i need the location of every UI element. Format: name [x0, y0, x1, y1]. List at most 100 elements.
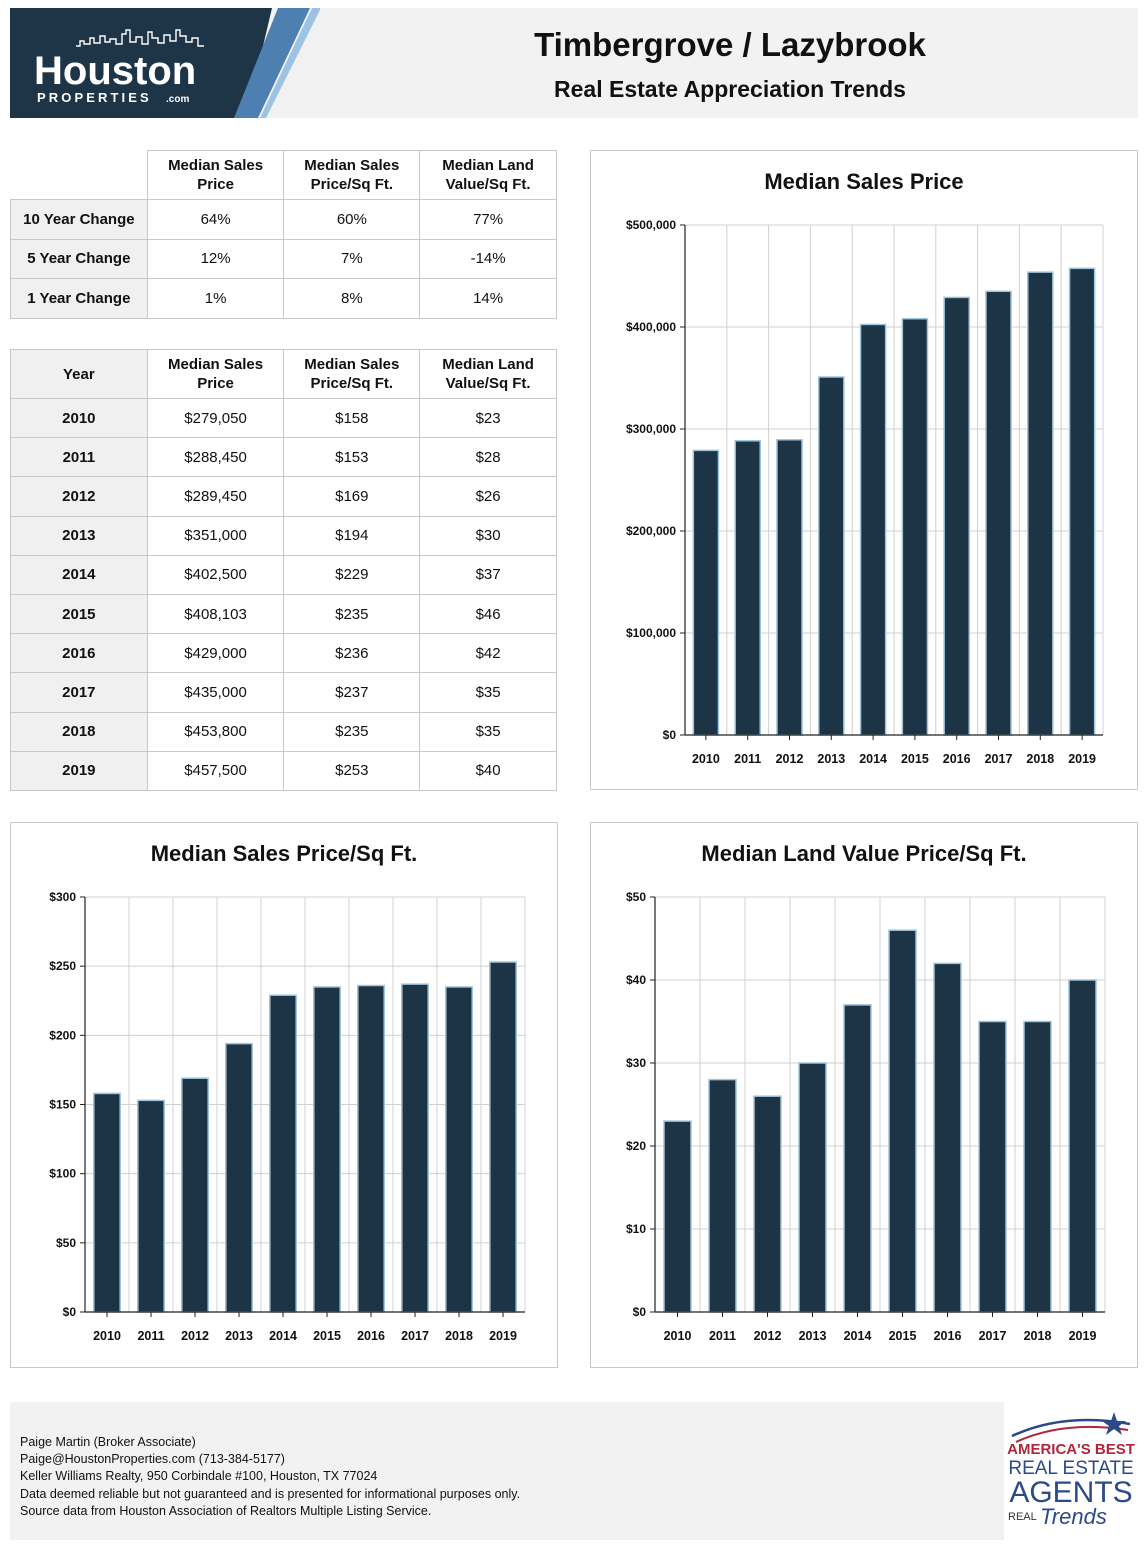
x-tick-label: 2011 [734, 752, 761, 766]
table-cell: 64% [146, 199, 285, 240]
x-tick-label: 2017 [401, 1329, 429, 1343]
americas-best-agents-logo: AMERICA'S BEST REAL ESTATE AGENTS REAL T… [1004, 1402, 1138, 1540]
table-row: 10 Year Change 64% 60% 77% [10, 199, 557, 240]
x-tick-label: 2018 [445, 1329, 473, 1343]
x-tick-label: 2013 [225, 1329, 253, 1343]
median-price-sqft-plot: $0 $50 $100 $150 $200 $250 $300 2010 2011 2012 201… [49, 890, 526, 1343]
bar-2017 [985, 290, 1012, 736]
bar-2014 [269, 994, 297, 1313]
table-row: 2013 $351,000 $194 $30 [10, 515, 557, 556]
year-table: Year Median Sales Price Median Sales Pri… [10, 349, 557, 791]
bar-2010 [93, 1092, 121, 1313]
table-cell: $37 [419, 554, 557, 595]
x-tick-label: 2012 [754, 1329, 782, 1343]
row-year: 2012 [10, 476, 148, 517]
page-subtitle: Real Estate Appreciation Trends [554, 76, 906, 102]
row-year: 2018 [10, 711, 148, 752]
logo-properties-text: PROPERTIES [37, 90, 152, 105]
chart-title: Median Sales Price/Sq Ft. [150, 841, 418, 866]
x-tick-label: 2017 [985, 752, 1013, 766]
x-tick-label: 2015 [313, 1329, 341, 1343]
x-tick-label: 2018 [1026, 752, 1054, 766]
table-cell: $42 [419, 633, 557, 674]
x-tick-label: 2011 [137, 1329, 164, 1343]
bar-2015 [888, 929, 917, 1313]
x-tick-label: 2011 [709, 1329, 736, 1343]
y-tick-label: $10 [626, 1222, 646, 1236]
bar-2014 [843, 1004, 872, 1313]
y-tick-label: $50 [56, 1236, 76, 1250]
bar-2015 [901, 317, 929, 736]
table-cell: $253 [283, 750, 421, 791]
table-row: 5 Year Change 12% 7% -14% [10, 238, 557, 279]
table-cell: $235 [283, 593, 421, 635]
y-tick-label: $100,000 [626, 626, 676, 640]
median-price-sqft-chart: Median Sales Price/Sq Ft. $0 $50 $100 $150 $… [10, 822, 558, 1368]
logo-houston-text: Houston [34, 49, 196, 93]
table-row: 2017 $435,000 $237 $35 [10, 672, 557, 713]
median-sales-price-plot: $0 $100,000 $200,000 $300,000 $400,000 $500,0… [626, 218, 1104, 766]
footer-contact-info: Paige Martin (Broker Associate) Paige@Ho… [20, 1434, 520, 1520]
table-cell: $279,050 [146, 397, 285, 439]
page-header: Houston PROPERTIES .com Timbergrove / La… [10, 8, 1138, 118]
table-cell: $28 [419, 437, 557, 478]
table-cell: $429,000 [146, 633, 285, 674]
row-year: 2016 [10, 633, 148, 674]
y-tick-label: $300,000 [626, 422, 676, 436]
table-cell: $46 [419, 593, 557, 635]
x-tick-label: 2016 [357, 1329, 385, 1343]
column-header: Median Sales Price/Sq Ft. [283, 349, 421, 399]
x-tick-label: 2014 [844, 1329, 872, 1343]
award-brand-trends: Trends [1040, 1504, 1107, 1529]
bar-2016 [943, 296, 970, 736]
bar-2010 [663, 1120, 692, 1313]
bar-2011 [734, 440, 761, 736]
table-cell: $402,500 [146, 554, 285, 595]
table-cell: 7% [283, 238, 421, 279]
x-tick-label: 2013 [799, 1329, 827, 1343]
table-cell: 77% [419, 199, 557, 240]
table-row: 2016 $429,000 $236 $42 [10, 633, 557, 674]
year-table-header: Year Median Sales Price Median Sales Pri… [10, 349, 557, 399]
table-cell: $457,500 [146, 750, 285, 791]
bar-2019 [489, 961, 517, 1313]
bar-2018 [445, 986, 473, 1313]
column-header: Median Land Value/Sq Ft. [419, 349, 557, 399]
footer-line: Data deemed reliable but not guaranteed … [20, 1486, 521, 1501]
bar-2014 [859, 323, 887, 736]
x-tick-label: 2013 [817, 752, 845, 766]
table-cell: $351,000 [146, 515, 285, 556]
bar-2015 [313, 986, 341, 1313]
y-tick-label: $0 [663, 728, 677, 742]
bar-2018 [1027, 271, 1054, 736]
median-sales-price-chart: Median Sales Price $0 $100,000 $200,000 $30… [590, 150, 1138, 790]
footer-line: Paige Martin (Broker Associate) [20, 1435, 196, 1449]
footer-line: Source data from Houston Association of … [20, 1503, 432, 1518]
footer-line: Keller Williams Realty, 950 Corbindale #… [20, 1469, 378, 1484]
table-cell: -14% [419, 238, 557, 279]
bar-2012 [181, 1077, 209, 1313]
table-row: 2019 $457,500 $253 $40 [10, 750, 557, 791]
table-row: 2018 $453,800 $235 $35 [10, 711, 557, 752]
table-cell: 1% [146, 278, 285, 319]
y-tick-label: $400,000 [626, 320, 676, 334]
y-tick-label: $0 [633, 1305, 647, 1319]
x-tick-label: 2017 [979, 1329, 1007, 1343]
y-tick-label: $40 [626, 973, 646, 987]
row-year: 2015 [10, 593, 148, 635]
table-cell: $235 [283, 711, 421, 752]
table-cell: $35 [419, 711, 557, 752]
page-footer: Paige Martin (Broker Associate) Paige@Ho… [10, 1402, 1138, 1540]
x-tick-label: 2010 [692, 752, 720, 766]
footer-line: Paige@HoustonProperties.com (713-384-517… [20, 1452, 285, 1467]
bar-2016 [357, 984, 385, 1313]
chart-title: Median Sales Price [764, 169, 964, 194]
change-table: Median Sales Price Median Sales Price/Sq… [10, 150, 557, 319]
row-year: 2011 [10, 437, 148, 478]
logo-suffix-text: .com [166, 94, 189, 105]
bar-2018 [1023, 1020, 1052, 1313]
x-tick-label: 2016 [934, 1329, 962, 1343]
change-table-header: Median Sales Price Median Sales Price/Sq… [10, 150, 557, 200]
award-line-3: AGENTS [1009, 1476, 1132, 1509]
table-cell: 14% [419, 278, 557, 319]
